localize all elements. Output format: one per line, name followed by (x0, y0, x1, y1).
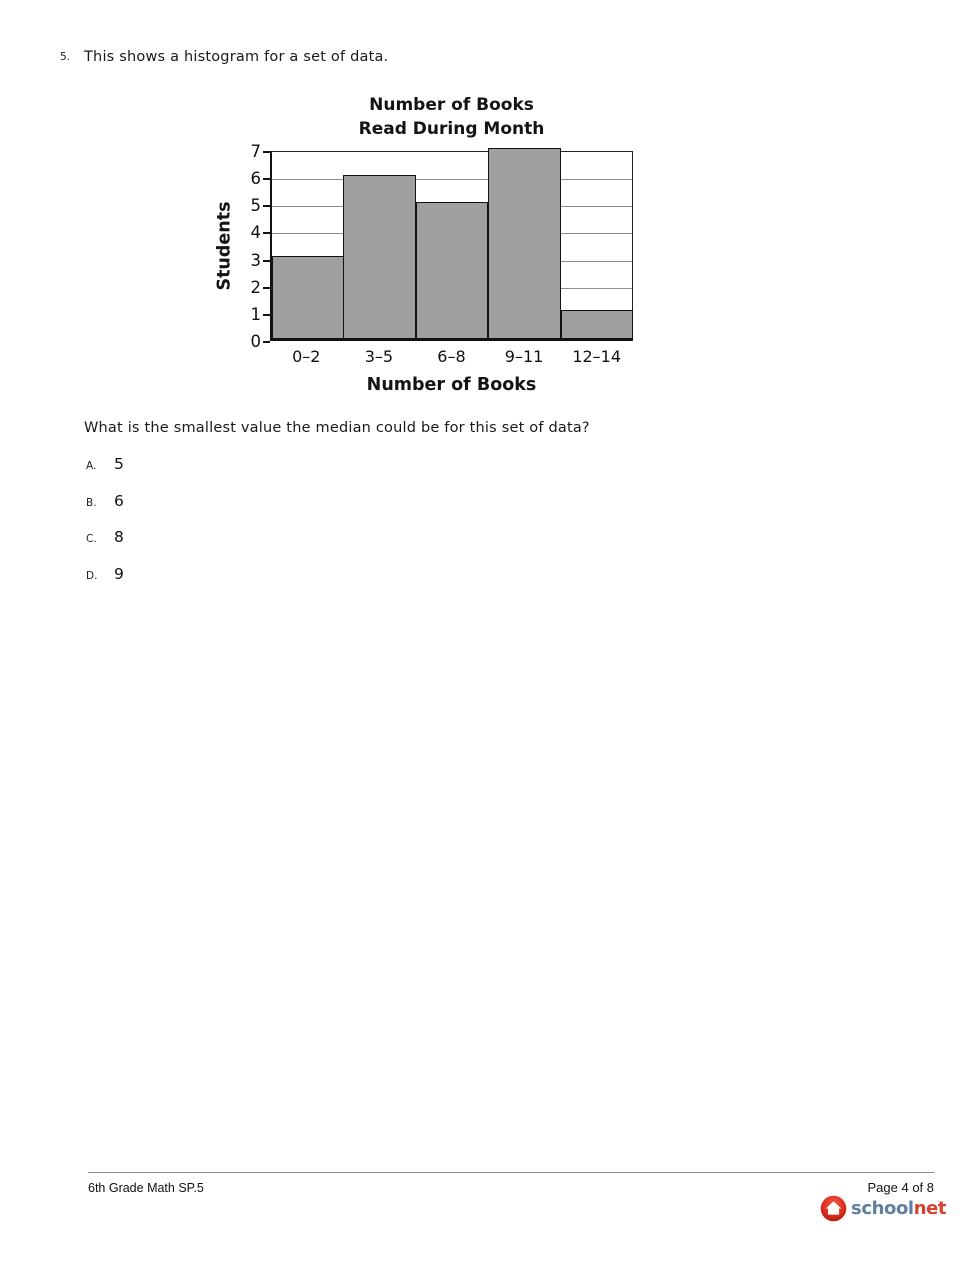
y-tick-mark (263, 178, 270, 181)
y-tick-label: 5 (250, 196, 262, 216)
y-tick-label: 2 (250, 277, 262, 297)
question-intro: This shows a histogram for a set of data… (84, 49, 389, 65)
y-tick-label: 1 (250, 304, 262, 324)
x-tick-label: 3–5 (364, 347, 394, 366)
y-tick-mark (263, 286, 270, 289)
y-tick-label: 7 (250, 142, 262, 161)
bar-3–5 (343, 174, 416, 339)
logo-text: schoolnet (851, 1195, 947, 1222)
footer-page-number: Page 4 of 8 (867, 1180, 935, 1195)
option-value: 8 (114, 528, 124, 547)
x-axis-title: Number of Books (366, 375, 537, 395)
chart-title-line-2: Read During Month (358, 118, 545, 139)
y-tick-mark (263, 259, 270, 262)
y-tick-label: 6 (250, 169, 262, 189)
y-tick-mark (263, 232, 270, 235)
option-letter: D. (86, 569, 98, 582)
chart-title-line-1: Number of Books (369, 95, 534, 115)
option-row-a: A. 5 (86, 455, 124, 492)
gridline (272, 179, 632, 181)
y-tick-label: 0 (250, 332, 262, 351)
y-tick-label: 3 (250, 250, 262, 270)
plot-area: 0 1 2 3 4 5 6 7 (251, 142, 634, 351)
home-icon (820, 1195, 847, 1222)
y-axis-title-text: Students (215, 201, 236, 291)
question-prompt: What is the smallest value the median co… (84, 420, 590, 436)
bar-0–2 (272, 256, 345, 339)
y-tick-mark (263, 205, 270, 208)
y-tick-mark (263, 313, 270, 316)
logo-net-text: net (913, 1198, 947, 1219)
option-row-b: B. 6 (86, 492, 124, 529)
bar-12–14 (560, 310, 634, 339)
x-tick-labels: 0–2 3–5 6–8 9–11 12–14 (270, 347, 633, 366)
question-number: 5. (60, 51, 71, 63)
option-letter: A. (86, 460, 97, 472)
x-tick-label: 0–2 (292, 347, 321, 366)
option-letter: C. (86, 533, 97, 546)
x-tick-label: 9–11 (504, 347, 544, 366)
y-tick-mark (263, 151, 270, 153)
schoolnet-logo: schoolnet (820, 1195, 947, 1222)
bar-9–11 (488, 147, 561, 339)
answer-options: A. 5 B. 6 C. 8 D. 9 (86, 455, 124, 601)
y-tick-label: 4 (250, 223, 262, 243)
y-tick-mark (263, 341, 270, 343)
logo-school-text: school (851, 1198, 914, 1219)
histogram-chart: Number of Books Read During Month Studen… (215, 92, 657, 404)
footer-course-label: 6th Grade Math SP.5 (88, 1181, 204, 1195)
bar-6–8 (415, 201, 489, 339)
x-tick-label: 12–14 (572, 347, 622, 366)
option-letter: B. (86, 496, 97, 509)
option-value: 9 (114, 564, 124, 583)
option-value: 6 (114, 491, 124, 510)
option-row-d: D. 9 (86, 565, 124, 602)
option-value: 5 (114, 455, 124, 473)
option-row-c: C. 8 (86, 528, 124, 565)
footer-divider (88, 1172, 934, 1173)
x-tick-label: 6–8 (437, 347, 466, 366)
chart-title: Number of Books Read During Month (270, 94, 633, 141)
